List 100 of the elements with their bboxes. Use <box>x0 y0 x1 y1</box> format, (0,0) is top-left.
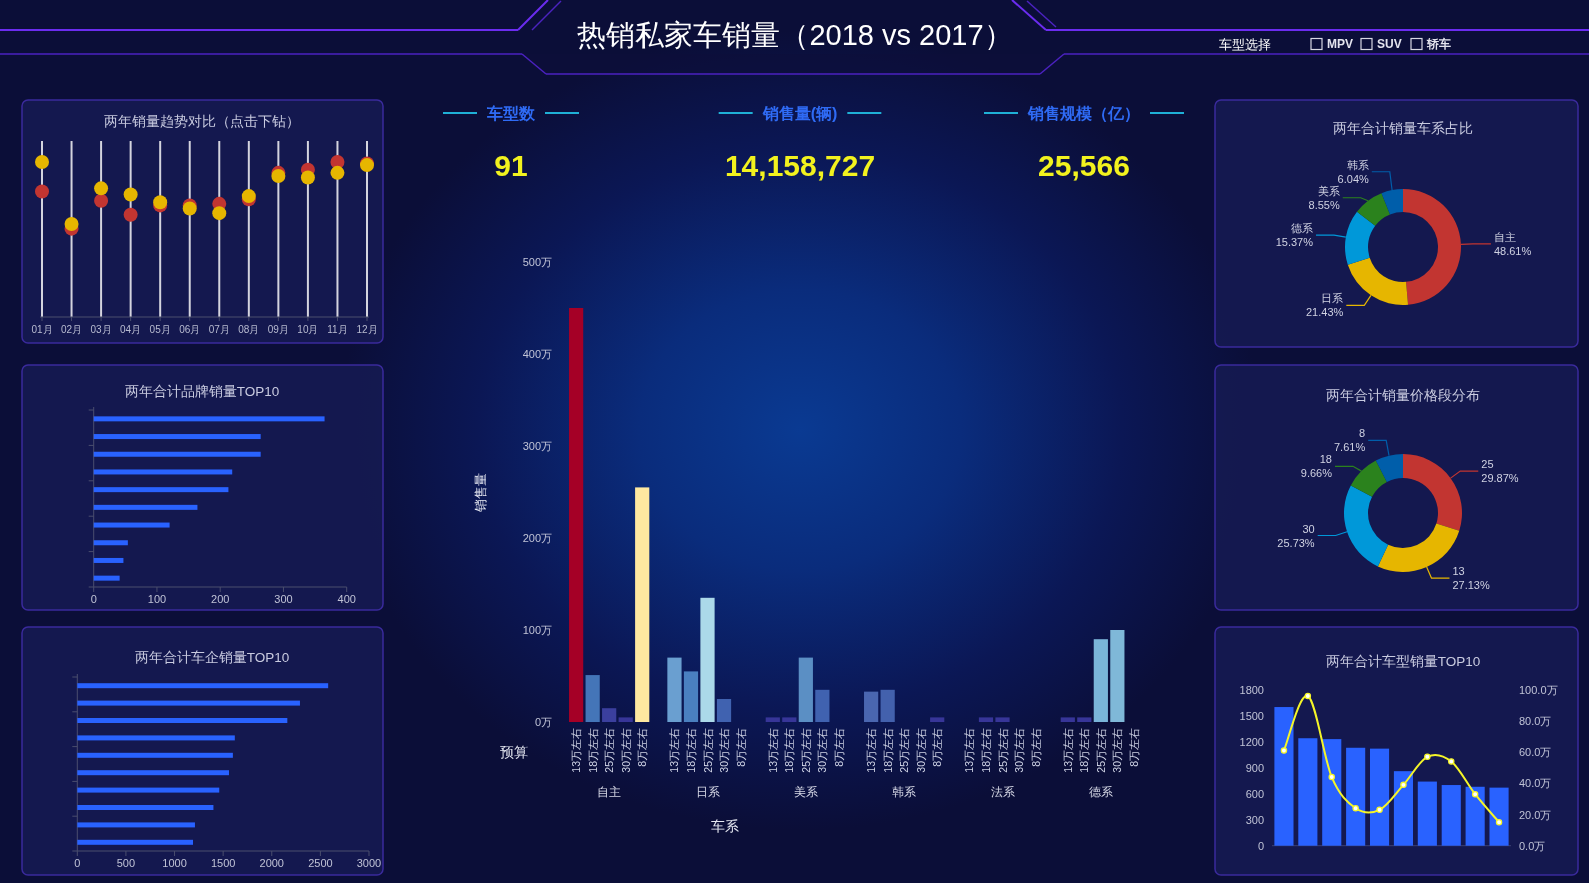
x-tick-label: 法系 <box>990 785 1015 799</box>
y-axis-title: 销售量 <box>472 472 488 513</box>
data-label: 29.87% <box>1481 472 1519 485</box>
x-tick-label: 德系 <box>1088 785 1113 799</box>
x-tick-label: 1500 <box>210 857 236 869</box>
data-label: 15.37% <box>1275 236 1314 249</box>
x-tick-label: 500 <box>116 857 136 869</box>
slice-label: 德系 <box>1291 222 1314 235</box>
x-tick-label: 韩系 <box>892 785 917 799</box>
x-tick-label: 12月 <box>356 323 378 335</box>
text: 25万左右 <box>603 728 616 773</box>
text: 车型选择 <box>1219 36 1271 52</box>
text: 25万左右 <box>1094 728 1107 773</box>
text: 30万左右 <box>816 728 829 773</box>
text: 25万左右 <box>996 728 1009 773</box>
text: 13万左右 <box>570 728 583 773</box>
x-tick-label: 300 <box>274 593 293 605</box>
x-tick-label: 美系 <box>793 785 818 799</box>
y-tick-label: 500万 <box>522 256 552 268</box>
y-tick-label: 0万 <box>534 716 552 728</box>
x-tick-label: 02月 <box>60 323 83 335</box>
text: 18万左右 <box>881 728 894 773</box>
x-tick-label: 200 <box>211 593 230 605</box>
text: 8万左右 <box>1029 728 1042 767</box>
text: 8万左右 <box>734 728 747 767</box>
slice-label: 自主 <box>1493 230 1516 243</box>
text: 销售规模（亿） <box>1027 104 1140 123</box>
x-tick-label: 08月 <box>238 323 260 335</box>
data-label: 25.73% <box>1277 536 1315 549</box>
x-tick-label: 日系 <box>695 785 720 799</box>
x-tick-label: 10月 <box>297 323 319 335</box>
x-tick-label: 01月 <box>31 323 53 335</box>
x-tick-label: 0 <box>74 857 81 869</box>
x-tick-label: 09月 <box>267 323 289 335</box>
y-tick-label: 1500 <box>1239 709 1264 722</box>
text: 8万左右 <box>832 728 845 767</box>
x-tick-label: 400 <box>337 593 356 605</box>
y-tick-label: 200万 <box>522 532 552 544</box>
chart-title: 两年销量趋势对比（点击下钻） <box>104 113 300 129</box>
text: 13万左右 <box>963 728 976 773</box>
text: 车型数 <box>486 104 536 122</box>
x-tick-label: 04月 <box>120 323 142 335</box>
slice-label: 韩系 <box>1346 158 1369 171</box>
text: 30万左右 <box>619 728 632 773</box>
chart-title: 两年合计车型销量TOP10 <box>1325 653 1481 669</box>
text: 18万左右 <box>1078 728 1091 773</box>
text: 18万左右 <box>979 728 992 773</box>
y2-tick-label: 60.0万 <box>1519 746 1552 759</box>
y-tick-label: 1200 <box>1239 735 1264 748</box>
x-tick-label: 07月 <box>208 323 230 335</box>
text: 25,566 <box>1038 148 1130 182</box>
x-tick-label: 100 <box>147 593 167 605</box>
data-label: 6.04% <box>1337 172 1369 185</box>
text: 热销私家车销量（2018 vs 2017） <box>577 19 1013 51</box>
text: 13万左右 <box>668 728 681 773</box>
text: 8万左右 <box>1127 728 1140 767</box>
text: 销售量(辆) <box>761 104 838 122</box>
text: 30万左右 <box>1013 728 1026 773</box>
text: 25万左右 <box>799 728 812 773</box>
text: 13万左右 <box>766 728 779 773</box>
text: 18万左右 <box>586 728 599 773</box>
text: 18万左右 <box>783 728 796 773</box>
slice-label: 18 <box>1319 453 1332 466</box>
x-tick-label: 3000 <box>356 857 382 869</box>
text: 14,158,727 <box>724 148 876 182</box>
x-axis-title: 车系 <box>711 818 739 834</box>
data-label: 8.55% <box>1308 198 1340 211</box>
text: 25万左右 <box>701 728 714 773</box>
data-label: 7.61% <box>1333 441 1366 454</box>
text: 91 <box>494 148 528 182</box>
y2-tick-label: 0.0万 <box>1519 839 1546 852</box>
y2-tick-label: 80.0万 <box>1519 714 1552 727</box>
text: 30万左右 <box>914 728 927 773</box>
text: 8万左右 <box>636 728 649 767</box>
x-tick-label: 1000 <box>162 857 187 869</box>
y-tick-label: 100万 <box>522 624 552 636</box>
x-tick-label: 05月 <box>149 323 171 335</box>
x-tick-label: 自主 <box>597 785 622 799</box>
chart-title: 两年合计车企销量TOP10 <box>134 649 290 665</box>
slice-label: 25 <box>1481 458 1494 471</box>
y-tick-label: 300万 <box>522 440 552 452</box>
text: 25万左右 <box>898 728 911 773</box>
x-tick-label: 2000 <box>259 857 285 869</box>
text: 13万左右 <box>865 728 878 773</box>
slice-label: 8 <box>1359 427 1366 440</box>
chart-title: 两年合计销量价格段分布 <box>1326 387 1480 403</box>
text: 30万左右 <box>1111 728 1124 773</box>
y2-tick-label: 40.0万 <box>1519 777 1552 790</box>
chart-title: 两年合计销量车系占比 <box>1333 120 1473 136</box>
text: SUV <box>1377 37 1402 51</box>
y-tick-label: 0 <box>1257 839 1264 852</box>
data-label: 48.61% <box>1493 244 1532 257</box>
y-tick-label: 600 <box>1245 787 1264 800</box>
x-tick-label: 03月 <box>90 323 112 335</box>
text: 30万左右 <box>718 728 731 773</box>
x-tick-label: 2500 <box>308 857 333 869</box>
text: 8万左右 <box>931 728 944 767</box>
y2-tick-label: 20.0万 <box>1519 808 1552 821</box>
slice-label: 日系 <box>1321 292 1344 305</box>
text: 18万左右 <box>684 728 697 773</box>
